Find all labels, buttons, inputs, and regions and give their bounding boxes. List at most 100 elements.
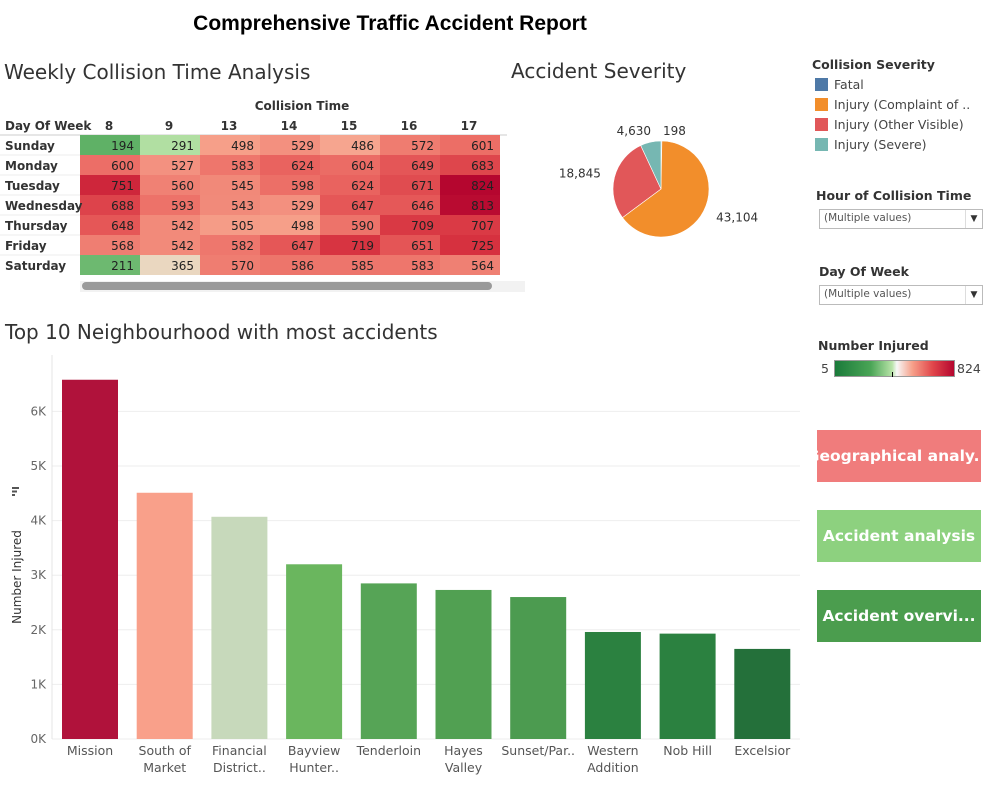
x-tick-label: Market (143, 760, 186, 775)
heatmap-cell-value: 529 (291, 139, 314, 153)
heatmap-cell-value: 498 (231, 139, 254, 153)
y-tick-label: 4K (30, 514, 47, 528)
x-tick-label: Addition (587, 760, 639, 775)
sort-icon (12, 487, 19, 496)
legend-swatch-other-visible (815, 118, 828, 131)
heatmap-cell (440, 195, 500, 215)
geographical-analysis-button[interactable]: Geographical analy... (817, 430, 981, 482)
legend-item-other-visible[interactable]: Injury (Other Visible) (815, 117, 985, 132)
heatmap-cell (260, 255, 320, 275)
heatmap-col-header: Collision Time (255, 99, 350, 113)
y-tick-label: 2K (30, 623, 47, 637)
heatmap-cell-value: 604 (351, 159, 374, 173)
heatmap-row-label: Thursday (5, 219, 68, 233)
accident-analysis-button[interactable]: Accident analysis (817, 510, 981, 562)
heatmap-col-label: 17 (461, 119, 478, 133)
color-legend-max: 824 (957, 361, 981, 376)
hour-filter-value: (Multiple values) (824, 212, 912, 224)
bar (584, 631, 641, 739)
x-tick-label: Sunset/Par.. (501, 743, 575, 758)
heatmap-cell-value: 527 (171, 159, 194, 173)
pie-slice-label: 198 (663, 124, 686, 138)
heatmap-cell-value: 543 (231, 199, 254, 213)
dashboard-title: Comprehensive Traffic Accident Report (193, 12, 587, 35)
heatmap-cell (200, 135, 260, 155)
heatmap-cell (260, 135, 320, 155)
legend-item-complaint[interactable]: Injury (Complaint of .. (815, 97, 985, 112)
x-tick-label: Tenderloin (356, 743, 421, 758)
heatmap-row-header: Day Of Week (5, 119, 92, 133)
x-tick-label: Hunter.. (289, 760, 339, 775)
heatmap-cell-value: 486 (351, 139, 374, 153)
heatmap-cell (320, 215, 380, 235)
day-filter-dropdown[interactable]: (Multiple values) ▼ (819, 285, 983, 305)
legend-label: Injury (Severe) (834, 137, 927, 152)
heatmap-cell-value: 542 (171, 239, 194, 253)
heatmap-cell-value: 649 (411, 159, 434, 173)
pie-slice-label: 18,845 (560, 167, 601, 181)
legend-swatch-severe (815, 138, 828, 151)
heatmap-cell (260, 235, 320, 255)
x-tick-label: Financial (212, 743, 267, 758)
heatmap-cell (380, 175, 440, 195)
heatmap-cell-value: 651 (411, 239, 434, 253)
hour-filter-dropdown[interactable]: (Multiple values) ▼ (819, 209, 983, 229)
heatmap-cell-value: 590 (351, 219, 374, 233)
y-tick-label: 0K (30, 732, 47, 746)
heatmap-col-label: 15 (341, 119, 358, 133)
heatmap-cell (200, 255, 260, 275)
heatmap-row-label: Monday (5, 159, 58, 173)
heatmap-cell-value: 598 (291, 179, 314, 193)
heatmap-cell-value: 647 (291, 239, 314, 253)
heatmap-cell (140, 235, 200, 255)
heatmap-cell (200, 195, 260, 215)
heatmap-cell (440, 155, 500, 175)
x-tick-label: Hayes (444, 743, 483, 758)
heatmap-cell-value: 813 (471, 199, 494, 213)
x-tick-label: South of (139, 743, 192, 758)
heatmap-cell-value: 688 (111, 199, 134, 213)
bar (510, 597, 567, 739)
bar (659, 633, 716, 739)
x-tick-label: Excelsior (734, 743, 791, 758)
heatmap-cell-value: 583 (231, 159, 254, 173)
heatmap-cell-value: 582 (231, 239, 254, 253)
heatmap-cell-value: 529 (291, 199, 314, 213)
bar (62, 379, 118, 739)
heatmap-cell (140, 155, 200, 175)
legend-item-fatal[interactable]: Fatal (815, 77, 985, 92)
heatmap-cell (380, 195, 440, 215)
heatmap-chart[interactable]: Collision Time Day Of Week 8 9 13 14 15 16 17 194… (0, 95, 530, 295)
heatmap-cell (140, 195, 200, 215)
bar (136, 492, 193, 739)
pie-slice-label: 4,630 (617, 124, 651, 138)
pie-chart[interactable]: 198 43,104 18,845 4,630 (560, 115, 760, 245)
heatmap-cell-value: 585 (351, 259, 374, 273)
heatmap-cell (80, 175, 140, 195)
heatmap-cell (380, 235, 440, 255)
bar-chart[interactable]: 0K 1K 2K 3K 4K 5K 6K Number Injured Mission South… (0, 350, 805, 790)
heatmap-cell-value: 624 (291, 159, 314, 173)
heatmap-cell (140, 255, 200, 275)
heatmap-cell-value: 568 (111, 239, 134, 253)
chevron-down-icon[interactable]: ▼ (965, 210, 982, 228)
x-tick-label: Bayview (288, 743, 340, 758)
heatmap-cell-value: 291 (171, 139, 194, 153)
heatmap-cell (140, 215, 200, 235)
heatmap-cell (380, 155, 440, 175)
heatmap-row-label: Wednesday (5, 199, 83, 213)
heatmap-cell (440, 175, 500, 195)
heatmap-cell (380, 215, 440, 235)
legend-item-severe[interactable]: Injury (Severe) (815, 137, 985, 152)
heatmap-row-label: Tuesday (5, 179, 60, 193)
heatmap-row-label: Sunday (5, 139, 55, 153)
heatmap-col-label: 9 (165, 119, 173, 133)
chevron-down-icon[interactable]: ▼ (965, 286, 982, 304)
accident-overview-button[interactable]: Accident overvi... (817, 590, 981, 642)
bar (360, 583, 417, 739)
heatmap-cell (140, 135, 200, 155)
heatmap-scrollbar-thumb (82, 282, 492, 290)
heatmap-cell-value: 564 (471, 259, 494, 273)
day-filter-label: Day Of Week (819, 264, 909, 279)
heatmap-cell-value: 725 (471, 239, 494, 253)
